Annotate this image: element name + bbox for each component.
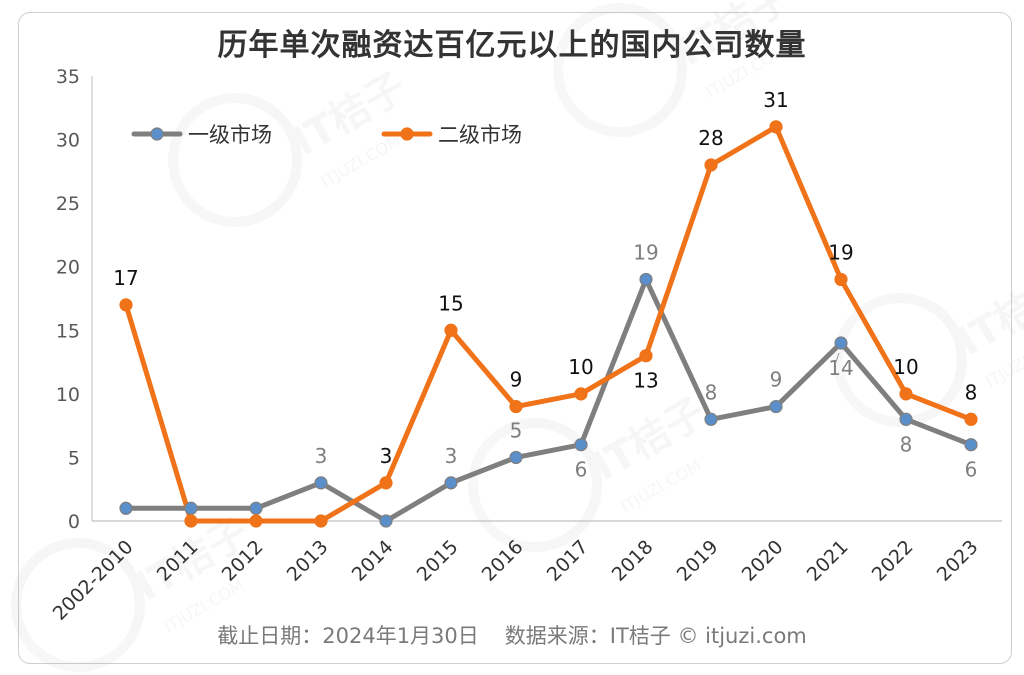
data-label: 13	[633, 369, 658, 393]
data-point	[899, 412, 913, 426]
watermark-ring	[168, 93, 302, 227]
data-label: 3	[380, 444, 393, 468]
series-line-primary-market	[123, 276, 974, 524]
y-tick-label: 30	[56, 130, 80, 152]
watermark-ring	[468, 418, 602, 552]
data-point	[639, 272, 653, 287]
x-tick-label: 2023	[933, 536, 983, 586]
data-label: 17	[113, 266, 138, 290]
data-point	[574, 387, 588, 401]
data-point	[834, 272, 848, 287]
legend-swatch-marker	[150, 127, 164, 141]
data-point	[769, 399, 783, 414]
y-tick-label: 0	[68, 511, 80, 533]
data-label: 9	[770, 368, 783, 392]
y-tick-label: 20	[56, 257, 80, 279]
x-tick-label: 2020	[738, 536, 788, 586]
data-label: 3	[315, 444, 328, 468]
data-label: 6	[575, 458, 588, 482]
y-tick-label: 15	[56, 320, 80, 342]
data-point	[249, 501, 263, 515]
data-point	[509, 450, 523, 465]
y-tick-label: 5	[68, 447, 80, 469]
data-point	[964, 412, 978, 426]
watermark-ring	[553, 3, 687, 137]
legend-label: 二级市场	[438, 123, 522, 147]
data-label: 19	[633, 240, 658, 264]
data-point	[769, 120, 783, 134]
data-label: 5	[510, 418, 523, 442]
data-point	[964, 438, 978, 452]
data-point	[184, 514, 198, 528]
data-point	[899, 387, 913, 401]
x-tick-label: 2018	[608, 536, 658, 586]
chart-frame	[18, 12, 1012, 664]
data-point	[119, 298, 133, 312]
data-point	[249, 514, 263, 528]
legend-label: 一级市场	[188, 123, 272, 147]
legend: 一级市场 二级市场	[131, 123, 522, 147]
x-tick-label: 2021	[803, 536, 853, 586]
data-point	[314, 476, 328, 490]
x-tick-label: 2015	[413, 536, 463, 586]
data-label: 15	[438, 291, 463, 315]
data-label: 31	[763, 88, 788, 112]
legend-item: 二级市场	[381, 123, 522, 147]
watermark-brand: IT桔子	[670, 0, 799, 75]
data-point	[509, 399, 523, 414]
series-line-secondary-market	[123, 124, 974, 524]
watermark-ring	[11, 538, 145, 672]
legend-item: 一级市场	[131, 123, 272, 147]
data-point	[314, 514, 328, 528]
x-tick-label: 2022	[868, 536, 918, 586]
data-label: 19	[828, 240, 853, 264]
data-label: 8	[705, 380, 718, 404]
data-point	[119, 501, 133, 515]
data-labels: 3 3 5 6 19 8 9 14 8 6 17 3 15 9 10 13 28 31 19 10 8	[113, 88, 977, 482]
x-tick-label: 2019	[673, 536, 723, 586]
data-point	[184, 501, 198, 515]
data-label: 8	[965, 380, 978, 404]
y-tick-label: 25	[56, 193, 80, 215]
x-tick-label: 2013	[283, 536, 333, 586]
x-tick-label: 2014	[348, 536, 398, 586]
data-label: 14	[828, 356, 853, 380]
data-label: 10	[893, 355, 918, 379]
legend-swatch-marker	[400, 127, 414, 141]
y-tick-label: 35	[56, 66, 80, 88]
data-label: 3	[445, 444, 458, 468]
data-point	[704, 158, 718, 172]
data-point	[639, 349, 653, 363]
data-point	[574, 438, 588, 452]
y-tick-label: 10	[56, 384, 80, 406]
data-label: 6	[965, 458, 978, 482]
label-leader-line	[834, 352, 840, 366]
data-label: 9	[510, 368, 523, 392]
data-point	[444, 476, 458, 490]
data-label: 8	[900, 432, 913, 456]
cutoff-date-text: 截止日期：2024年1月30日	[217, 624, 479, 648]
data-point	[379, 514, 393, 528]
data-point	[379, 476, 393, 490]
data-label: 10	[568, 355, 593, 379]
data-source-text: 数据来源：IT桔子 © itjuzi.com	[504, 624, 807, 648]
footer: 截止日期：2024年1月30日 数据来源：IT桔子 © itjuzi.com	[0, 620, 1024, 650]
data-point	[444, 323, 458, 337]
series-layer	[119, 120, 978, 528]
data-point	[704, 412, 718, 426]
chart-title: 历年单次融资达百亿元以上的国内公司数量	[217, 28, 807, 63]
data-point	[834, 336, 848, 350]
data-label: 28	[698, 126, 723, 150]
